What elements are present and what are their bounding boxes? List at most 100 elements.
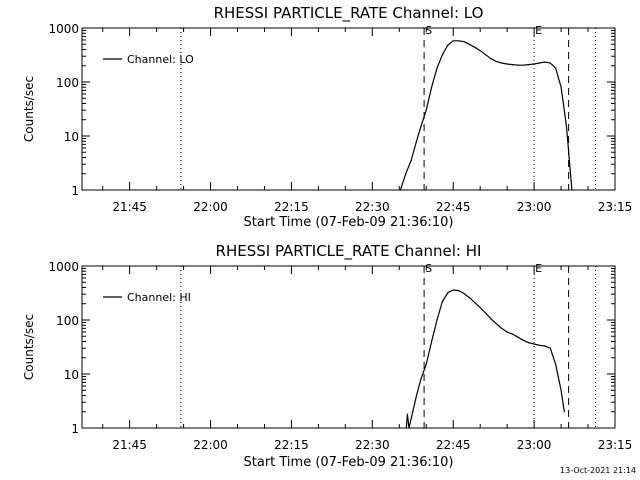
data-point: [479, 50, 481, 52]
x-tick-label: 23:00: [517, 200, 552, 214]
y-tick-label: 1000: [48, 22, 79, 36]
data-point: [452, 289, 454, 291]
data-point: [555, 67, 557, 69]
data-point: [468, 43, 470, 45]
data-point: [528, 342, 530, 344]
plot-frame: [81, 27, 616, 191]
panel-lo: RHESSI PARTICLE_RATE Channel: LO Counts/s…: [22, 4, 632, 230]
data-point: [544, 61, 546, 63]
data-point: [436, 67, 438, 69]
data-point: [458, 290, 460, 292]
series-line: [399, 40, 573, 191]
chart-title: RHESSI PARTICLE_RATE Channel: LO: [214, 4, 484, 23]
x-tick-label: 22:15: [274, 200, 309, 214]
data-point: [405, 427, 407, 429]
marker-label: E: [535, 24, 542, 37]
legend-label: Channel: LO: [127, 53, 194, 66]
footer-timestamp: 13-Oct-2021 21:14: [560, 466, 636, 475]
data-point: [533, 343, 535, 345]
marker-label: S: [425, 24, 432, 37]
data-point: [511, 333, 514, 335]
y-tick-label: 1: [71, 422, 79, 436]
x-tick-label: 22:45: [436, 200, 471, 214]
data-point: [415, 140, 418, 142]
data-point: [565, 125, 568, 128]
y-tick-label: 1000: [48, 260, 79, 274]
data-point: [415, 394, 418, 397]
y-axis-label: Counts/sec: [22, 314, 36, 380]
data-point: [495, 60, 497, 63]
legend-label: Channel: HI: [127, 291, 191, 304]
data-point: [425, 363, 427, 366]
data-point: [569, 163, 571, 165]
data-point: [406, 413, 408, 415]
data-point: [533, 63, 535, 65]
data-point: [490, 318, 492, 320]
data-point: [463, 292, 465, 295]
chart-title: RHESSI PARTICLE_RATE Channel: HI: [216, 242, 482, 261]
data-point: [441, 54, 443, 56]
data-point: [452, 40, 454, 42]
plot-frame: [81, 265, 616, 429]
data-point: [560, 389, 562, 391]
data-point: [479, 307, 481, 309]
data-point: [549, 62, 551, 64]
data-point: [538, 62, 541, 64]
x-tick-label: 22:30: [355, 200, 390, 214]
x-tick-label: 22:15: [274, 438, 309, 452]
x-tick-label: 21:45: [112, 438, 147, 452]
data-point: [447, 44, 449, 46]
data-point: [563, 411, 565, 413]
x-tick-label: 22:00: [193, 200, 228, 214]
y-tick-label: 100: [56, 314, 79, 328]
data-point: [420, 125, 422, 128]
data-point: [405, 173, 407, 175]
data-point: [549, 347, 551, 349]
y-tick-label: 1: [71, 184, 79, 198]
data-point: [501, 62, 503, 64]
marker-label: E: [535, 262, 542, 275]
data-point: [485, 54, 487, 56]
x-tick-label: 23:00: [517, 438, 552, 452]
data-point: [506, 63, 508, 65]
data-point: [571, 189, 573, 191]
data-point: [436, 319, 438, 321]
data-point: [420, 378, 422, 380]
y-tick-label: 100: [56, 76, 79, 90]
x-tick-label: 23:15: [598, 200, 633, 214]
data-point: [490, 58, 492, 60]
x-axis-label: Start Time (07-Feb-09 21:36:10): [244, 215, 454, 230]
x-tick-label: 21:45: [112, 200, 147, 214]
data-point: [408, 427, 410, 429]
data-point: [506, 331, 508, 333]
data-point: [412, 411, 414, 413]
data-point: [517, 64, 519, 66]
data-point: [410, 160, 412, 162]
data-point: [474, 46, 476, 48]
data-point: [399, 189, 401, 191]
x-tick-label: 22:45: [436, 438, 471, 452]
data-point: [485, 312, 487, 314]
y-axis-label: Counts/sec: [22, 76, 36, 142]
data-point: [425, 109, 427, 111]
y-tick-label: 10: [64, 368, 79, 382]
x-tick-label: 23:15: [598, 438, 633, 452]
data-point: [495, 323, 497, 325]
data-point: [522, 64, 524, 66]
y-tick-label: 10: [64, 130, 79, 144]
data-point: [517, 336, 519, 338]
data-point: [511, 64, 514, 66]
data-point: [447, 292, 449, 294]
data-point: [538, 344, 541, 346]
x-tick-label: 22:00: [193, 438, 228, 452]
x-tick-label: 22:30: [355, 438, 390, 452]
data-point: [458, 40, 460, 42]
data-point: [501, 327, 503, 329]
data-point: [463, 41, 465, 43]
x-axis-label: Start Time (07-Feb-09 21:36:10): [244, 455, 454, 470]
data-point: [544, 345, 546, 347]
data-point: [441, 300, 443, 303]
data-point: [560, 86, 562, 88]
data-point: [555, 363, 557, 366]
